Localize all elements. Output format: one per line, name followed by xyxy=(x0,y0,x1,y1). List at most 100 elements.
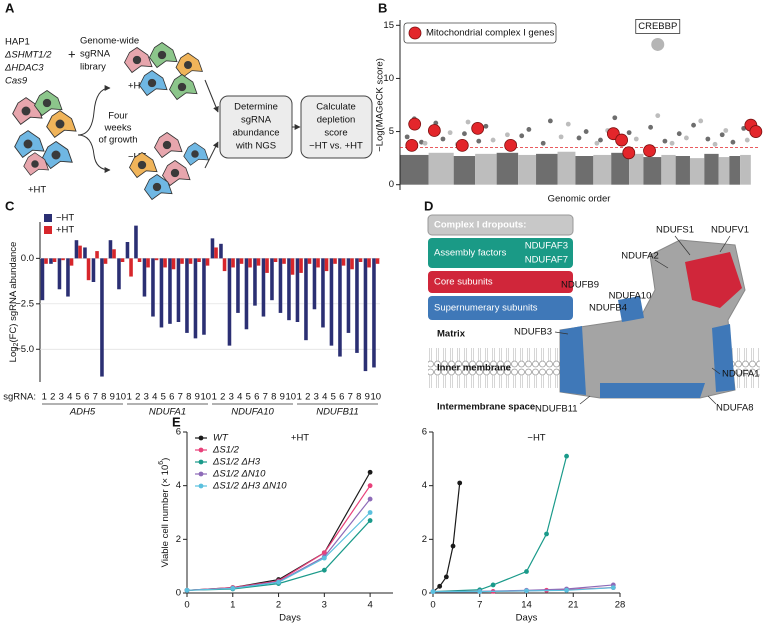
growth-text: weeks xyxy=(104,123,132,134)
density-band xyxy=(704,153,719,185)
legend-text: WT xyxy=(213,433,229,444)
bar xyxy=(329,258,334,346)
x-tick-label: 5 xyxy=(76,392,81,403)
point xyxy=(676,131,682,137)
point xyxy=(483,123,489,129)
condition-label: +HT xyxy=(28,185,46,196)
arrow xyxy=(204,141,219,169)
bar xyxy=(202,258,206,335)
x-tick-label: 7 xyxy=(348,392,353,403)
density-band xyxy=(400,154,429,185)
y-tick-label: 2 xyxy=(422,534,427,545)
bar xyxy=(227,258,232,346)
density-band xyxy=(475,153,497,185)
bar xyxy=(231,258,235,268)
x-tick-label: 4 xyxy=(367,600,372,611)
supernumerary-region xyxy=(560,326,586,395)
subunit-label: NDUFB11 xyxy=(535,404,578,415)
group-label: NDUFB11 xyxy=(316,407,359,418)
step-text: Calculate xyxy=(316,102,356,113)
strain-text: ΔHDAC3 xyxy=(4,63,44,74)
bar xyxy=(350,258,354,270)
compartment-label: Matrix xyxy=(437,329,466,340)
point xyxy=(476,138,482,144)
bar xyxy=(108,240,113,259)
x-tick-label: 10 xyxy=(370,392,381,403)
point xyxy=(705,136,711,142)
x-tick-label: 10 xyxy=(200,392,211,403)
density-band xyxy=(675,156,690,185)
x-tick-label: 1 xyxy=(230,600,235,611)
arrow xyxy=(77,85,111,136)
point xyxy=(230,586,236,591)
point xyxy=(524,588,529,594)
point xyxy=(519,133,525,139)
cell-icon xyxy=(175,52,203,78)
point xyxy=(367,469,373,475)
legend-text: ΔS1/2 xyxy=(212,445,240,456)
x-tick-label: 2 xyxy=(276,600,281,611)
bar xyxy=(112,249,116,259)
subunit-label: NDUFA10 xyxy=(609,291,652,302)
subunit-label: NDUFS1 xyxy=(656,225,694,236)
x-tick-label: 3 xyxy=(144,392,149,403)
legend-marker xyxy=(198,435,204,441)
series-line xyxy=(432,456,568,593)
point xyxy=(526,127,532,132)
cell-icon xyxy=(124,47,153,73)
panel-letter: B xyxy=(378,0,387,15)
legend-text: ΔS1/2 ΔN10 xyxy=(212,469,266,480)
density-band xyxy=(575,156,594,185)
bar xyxy=(372,258,376,368)
legend-marker xyxy=(198,447,204,453)
point xyxy=(465,119,471,125)
density-band xyxy=(453,156,476,185)
panel-letter: C xyxy=(5,198,15,213)
bar xyxy=(176,258,181,322)
subunit-label: NDUFB4 xyxy=(589,303,627,314)
cell-icon xyxy=(149,42,178,68)
strain-text: Cas9 xyxy=(5,76,28,87)
density-band xyxy=(428,152,454,185)
x-tick-label: 3 xyxy=(322,600,327,611)
bar xyxy=(134,225,138,259)
bar xyxy=(304,258,308,341)
legend-text: −HT xyxy=(56,213,74,224)
bar xyxy=(168,258,172,324)
cell-icon xyxy=(183,142,209,166)
bar xyxy=(180,258,184,264)
density-band xyxy=(593,154,612,185)
bar xyxy=(49,258,53,264)
x-tick-label: 6 xyxy=(339,392,344,403)
point xyxy=(558,134,564,140)
bar xyxy=(270,258,274,301)
y-tick-label: 0.0 xyxy=(21,253,34,264)
axis-label: Log2(FC) sgRNA abundance xyxy=(8,242,21,363)
point xyxy=(490,137,496,143)
x-tick-label: 4 xyxy=(152,392,157,403)
axis-label-part: 2 xyxy=(13,342,20,346)
x-tick-label: 14 xyxy=(521,600,532,611)
bar xyxy=(44,258,48,264)
point xyxy=(540,140,546,146)
point xyxy=(662,138,668,144)
point xyxy=(691,122,696,128)
x-tick-label: 9 xyxy=(195,392,200,403)
point xyxy=(669,140,675,146)
library-text: sgRNA xyxy=(80,49,111,60)
point xyxy=(367,496,373,502)
density-band xyxy=(661,154,676,185)
y-tick-label: 10 xyxy=(383,73,394,84)
x-tick-label: 8 xyxy=(356,392,361,403)
x-tick-label: 9 xyxy=(365,392,370,403)
point xyxy=(462,131,467,137)
arrow xyxy=(77,134,111,173)
density-band xyxy=(629,153,644,185)
x-tick-label: 0 xyxy=(184,600,189,611)
cell-icon xyxy=(154,132,183,158)
axis-label: −Log(MAGeCK score) xyxy=(375,58,386,152)
y-tick-label: 2 xyxy=(176,534,181,545)
bar xyxy=(299,258,303,273)
step-box xyxy=(300,95,373,159)
bar xyxy=(282,258,286,264)
